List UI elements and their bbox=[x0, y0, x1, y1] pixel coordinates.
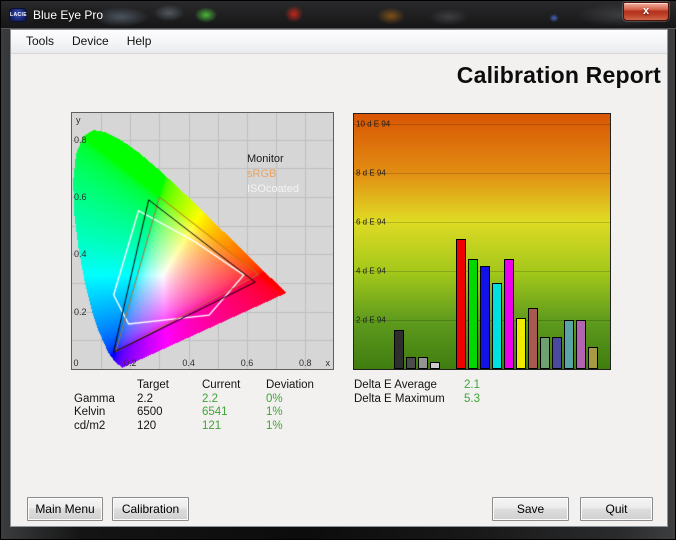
x-tick-label: 0 bbox=[73, 358, 79, 368]
delta-e-bar-8 bbox=[492, 283, 502, 369]
chromaticity-canvas bbox=[72, 113, 333, 369]
bar-gridline bbox=[354, 172, 610, 174]
bar-tick-label: 10 d E 94 bbox=[356, 119, 391, 129]
bar-gridline bbox=[354, 221, 610, 223]
bar-tick-label: 4 d E 94 bbox=[356, 266, 386, 276]
calibration-results-table: Target Current Deviation Gamma 2.2 2.2 0% Kelvi… bbox=[74, 379, 338, 433]
delta-label: Delta E Maximum bbox=[354, 392, 445, 405]
row-label: cd/m2 bbox=[74, 419, 106, 432]
target-value: 2.2 bbox=[137, 392, 153, 405]
x-axis-label: x bbox=[325, 358, 331, 368]
delta-e-bar-11 bbox=[528, 308, 538, 369]
delta-e-bar-6 bbox=[468, 259, 478, 369]
table-header-target: Target bbox=[137, 379, 169, 391]
legend-monitor: Monitor bbox=[247, 153, 284, 165]
current-value: 2.2 bbox=[202, 392, 218, 405]
y-tick-label: 0.8 bbox=[74, 134, 87, 145]
deviation-value: 0% bbox=[266, 392, 283, 405]
legend-isocoated: ISOcoated bbox=[247, 183, 299, 195]
save-button[interactable]: Save bbox=[492, 497, 569, 521]
delta-e-bar-7 bbox=[480, 266, 490, 369]
menu-item-device[interactable]: Device bbox=[72, 34, 109, 48]
delta-e-bar-13 bbox=[552, 337, 562, 369]
delta-e-bar-16 bbox=[588, 347, 598, 369]
target-value: 6500 bbox=[137, 406, 163, 418]
delta-e-bar-9 bbox=[504, 259, 514, 369]
delta-value: 5.3 bbox=[464, 392, 480, 405]
delta-e-bar-3 bbox=[418, 357, 428, 369]
report-panel: Calibration Report y x Monitor sRGB ISOcoa… bbox=[11, 54, 667, 526]
bar-gridline bbox=[354, 123, 610, 125]
x-tick-label: 0.4 bbox=[182, 358, 195, 368]
target-value: 120 bbox=[137, 419, 157, 432]
y-tick-label: 0.2 bbox=[74, 306, 87, 317]
bar-tick-label: 6 d E 94 bbox=[356, 217, 386, 227]
delta-e-summary: Delta E Average 2.1 Delta E Maximum 5.3 bbox=[354, 379, 504, 406]
delta-e-bar-1 bbox=[394, 330, 404, 369]
current-value: 121 bbox=[202, 419, 222, 432]
row-label: Kelvin bbox=[74, 406, 106, 418]
deviation-value: 1% bbox=[266, 406, 283, 418]
delta-value: 2.1 bbox=[464, 379, 480, 391]
window-body: Tools Device Help Calibration Report y x M… bbox=[10, 29, 668, 527]
window-title: Blue Eye Pro bbox=[33, 8, 104, 22]
legend-srgb: sRGB bbox=[247, 168, 277, 180]
gamut-legend: Monitor sRGB ISOcoated bbox=[247, 153, 299, 198]
delta-e-bar-12 bbox=[540, 337, 550, 369]
page-title: Calibration Report bbox=[456, 62, 661, 88]
delta-e-bar-5 bbox=[456, 239, 466, 369]
delta-e-bar-4 bbox=[430, 362, 440, 369]
close-button[interactable]: x bbox=[623, 2, 669, 21]
row-label: Gamma bbox=[74, 392, 115, 405]
delta-label: Delta E Average bbox=[354, 379, 437, 391]
x-tick-label: 0.8 bbox=[299, 358, 312, 368]
delta-e-bar-14 bbox=[564, 320, 574, 369]
title-bar[interactable]: LACIE Blue Eye Pro x bbox=[1, 1, 676, 29]
delta-e-bar-chart: 2 d E 94 4 d E 94 6 d E 94 8 d E 94 10 d E 9… bbox=[353, 113, 611, 370]
table-header-current: Current bbox=[202, 379, 241, 391]
x-tick-label: 0.6 bbox=[240, 358, 254, 368]
quit-button[interactable]: Quit bbox=[580, 497, 653, 521]
current-value: 6541 bbox=[202, 406, 228, 418]
y-axis-label: y bbox=[76, 115, 81, 125]
delta-e-bar-2 bbox=[406, 357, 416, 369]
x-tick-label: 0.2 bbox=[124, 358, 137, 368]
y-tick-label: 0.6 bbox=[74, 191, 87, 202]
menu-bar: Tools Device Help bbox=[11, 30, 667, 54]
calibration-button[interactable]: Calibration bbox=[112, 497, 189, 521]
y-tick-label: 0.4 bbox=[74, 249, 87, 260]
chromaticity-diagram: y x Monitor sRGB ISOcoated 0 0.2 0.4 0.6 0.8 0.… bbox=[71, 112, 334, 370]
app-icon: LACIE bbox=[9, 8, 27, 22]
table-corner bbox=[74, 379, 137, 393]
delta-e-bar-15 bbox=[576, 320, 586, 369]
deviation-value: 1% bbox=[266, 419, 283, 432]
delta-e-bar-10 bbox=[516, 318, 526, 369]
main-menu-button[interactable]: Main Menu bbox=[27, 497, 103, 521]
table-header-deviation: Deviation bbox=[266, 379, 314, 391]
bar-tick-label: 8 d E 94 bbox=[356, 168, 386, 178]
menu-item-tools[interactable]: Tools bbox=[26, 34, 55, 48]
menu-item-help[interactable]: Help bbox=[126, 34, 152, 48]
bar-tick-label: 2 d E 94 bbox=[356, 315, 386, 325]
